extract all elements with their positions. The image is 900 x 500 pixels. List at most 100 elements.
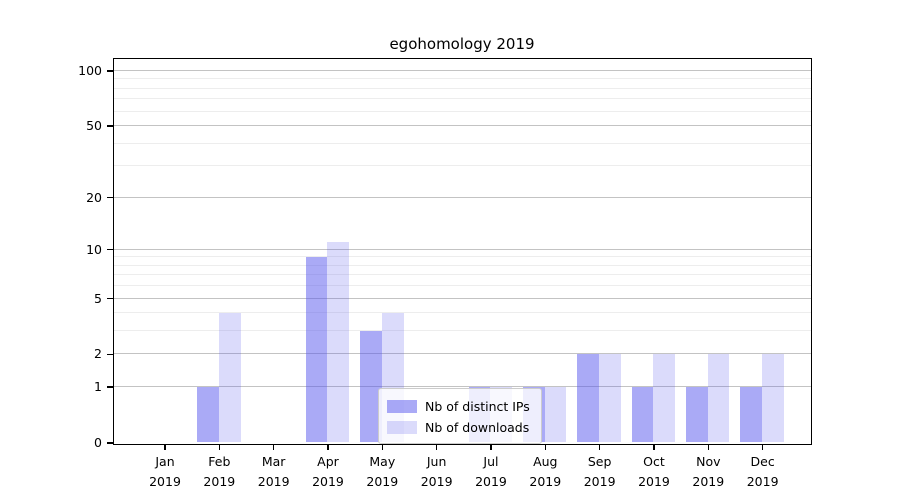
x-tick-month: Aug — [533, 454, 558, 469]
x-tick — [490, 444, 492, 450]
x-tick — [164, 444, 166, 450]
x-tick-label: Dec 2019 — [733, 452, 793, 492]
x-tick — [218, 444, 221, 450]
x-tick-year: 2019 — [149, 474, 181, 489]
x-tick-year: 2019 — [529, 474, 562, 489]
x-tick-label: Jul 2019 — [461, 452, 521, 492]
x-tick — [707, 444, 709, 450]
x-tick-year: 2019 — [257, 474, 290, 489]
gridline-minor — [113, 264, 811, 266]
y-tick-label: 2 — [94, 346, 102, 362]
y-tick — [106, 196, 113, 199]
x-tick-month: Feb — [208, 454, 231, 469]
x-tick-label: Jan 2019 — [135, 452, 195, 492]
x-tick-label: May 2019 — [352, 452, 412, 492]
gridline-minor — [113, 98, 811, 100]
x-tick — [761, 444, 764, 450]
plot-area — [112, 57, 812, 445]
bar-downloads-sep — [599, 353, 621, 443]
x-tick — [272, 444, 275, 450]
bar-distinct-ips-apr — [305, 256, 328, 443]
y-tick — [106, 386, 113, 388]
x-tick-label: Mar 2019 — [244, 452, 304, 492]
x-tick — [327, 444, 329, 450]
x-tick-label: Apr 2019 — [298, 452, 358, 492]
gridline-minor — [113, 274, 811, 276]
gridline-major — [113, 297, 811, 299]
gridline-minor — [113, 87, 811, 89]
x-tick-year: 2019 — [475, 474, 507, 489]
y-tick — [106, 353, 113, 356]
x-tick — [653, 444, 655, 450]
y-tick — [106, 442, 113, 444]
x-tick-year: 2019 — [366, 474, 399, 489]
x-tick-year: 2019 — [203, 474, 236, 489]
gridline-minor — [113, 285, 811, 287]
y-tick — [106, 297, 113, 300]
bar-distinct-ips-dec — [740, 386, 763, 443]
y-tick-label: 20 — [86, 189, 102, 205]
y-tick-label: 50 — [86, 118, 102, 134]
gridline-major — [113, 125, 811, 127]
x-tick-label: Nov 2019 — [678, 452, 738, 492]
gridline-major — [113, 248, 811, 250]
x-tick-month: Oct — [643, 454, 665, 469]
x-tick-year: 2019 — [583, 474, 616, 489]
gridline-major — [113, 353, 811, 355]
bar-downloads-nov — [707, 353, 730, 443]
x-tick-month: Sep — [587, 454, 612, 469]
legend-label-downloads: Nb of downloads — [425, 420, 530, 435]
y-tick — [106, 125, 113, 127]
legend-swatch-distinct-ips — [387, 400, 417, 413]
x-tick-month: May — [369, 454, 396, 469]
gridline-minor — [113, 78, 811, 80]
gridline-minor — [113, 330, 811, 332]
y-tick — [106, 70, 113, 72]
y-tick — [106, 249, 113, 251]
x-tick-label: Jun 2019 — [407, 452, 467, 492]
x-tick-label: Aug 2019 — [515, 452, 575, 492]
x-tick-year: 2019 — [420, 474, 453, 489]
gridline-minor — [113, 110, 811, 112]
legend-item-distinct-ips: Nb of distinct IPs — [387, 397, 530, 416]
gridline-minor — [113, 165, 811, 167]
x-tick — [381, 444, 383, 450]
bar-distinct-ips-oct — [631, 386, 654, 443]
bar-downloads-feb — [218, 312, 241, 443]
x-tick-label: Sep 2019 — [570, 452, 630, 492]
legend-swatch-downloads — [387, 421, 417, 434]
x-tick-label: Feb 2019 — [189, 452, 249, 492]
x-tick-month: Apr — [317, 454, 339, 469]
x-tick-year: 2019 — [746, 474, 779, 489]
x-tick-year: 2019 — [638, 474, 670, 489]
x-tick-year: 2019 — [692, 474, 725, 489]
x-tick-month: Mar — [261, 454, 286, 469]
y-tick-label: 100 — [78, 63, 102, 79]
x-tick-label: Oct 2019 — [624, 452, 684, 492]
y-tick-label: 0 — [94, 435, 102, 450]
gridline-minor — [113, 256, 811, 258]
legend-label-distinct-ips: Nb of distinct IPs — [425, 399, 530, 414]
gridline-major — [113, 386, 811, 388]
chart-title: egohomology 2019 — [389, 35, 535, 53]
bar-distinct-ips-feb — [197, 386, 219, 443]
legend-item-downloads: Nb of downloads — [387, 418, 530, 437]
gridline-minor — [113, 142, 811, 144]
bar-distinct-ips-sep — [577, 353, 600, 443]
bar-downloads-dec — [762, 353, 784, 443]
gridline-minor — [113, 312, 811, 314]
x-tick-month: Jan — [155, 454, 175, 469]
x-tick-month: Nov — [696, 454, 721, 469]
bar-downloads-oct — [653, 353, 676, 443]
bar-distinct-ips-may — [360, 330, 382, 443]
x-tick — [598, 444, 601, 450]
bar-downloads-apr — [327, 242, 350, 443]
x-tick — [544, 444, 546, 450]
gridline-major — [113, 70, 811, 72]
x-tick-month: Jun — [426, 454, 447, 469]
x-tick-month: Jul — [483, 454, 499, 469]
x-tick — [435, 444, 438, 450]
x-tick-month: Dec — [750, 454, 775, 469]
legend: Nb of distinct IPs Nb of downloads — [378, 388, 542, 444]
